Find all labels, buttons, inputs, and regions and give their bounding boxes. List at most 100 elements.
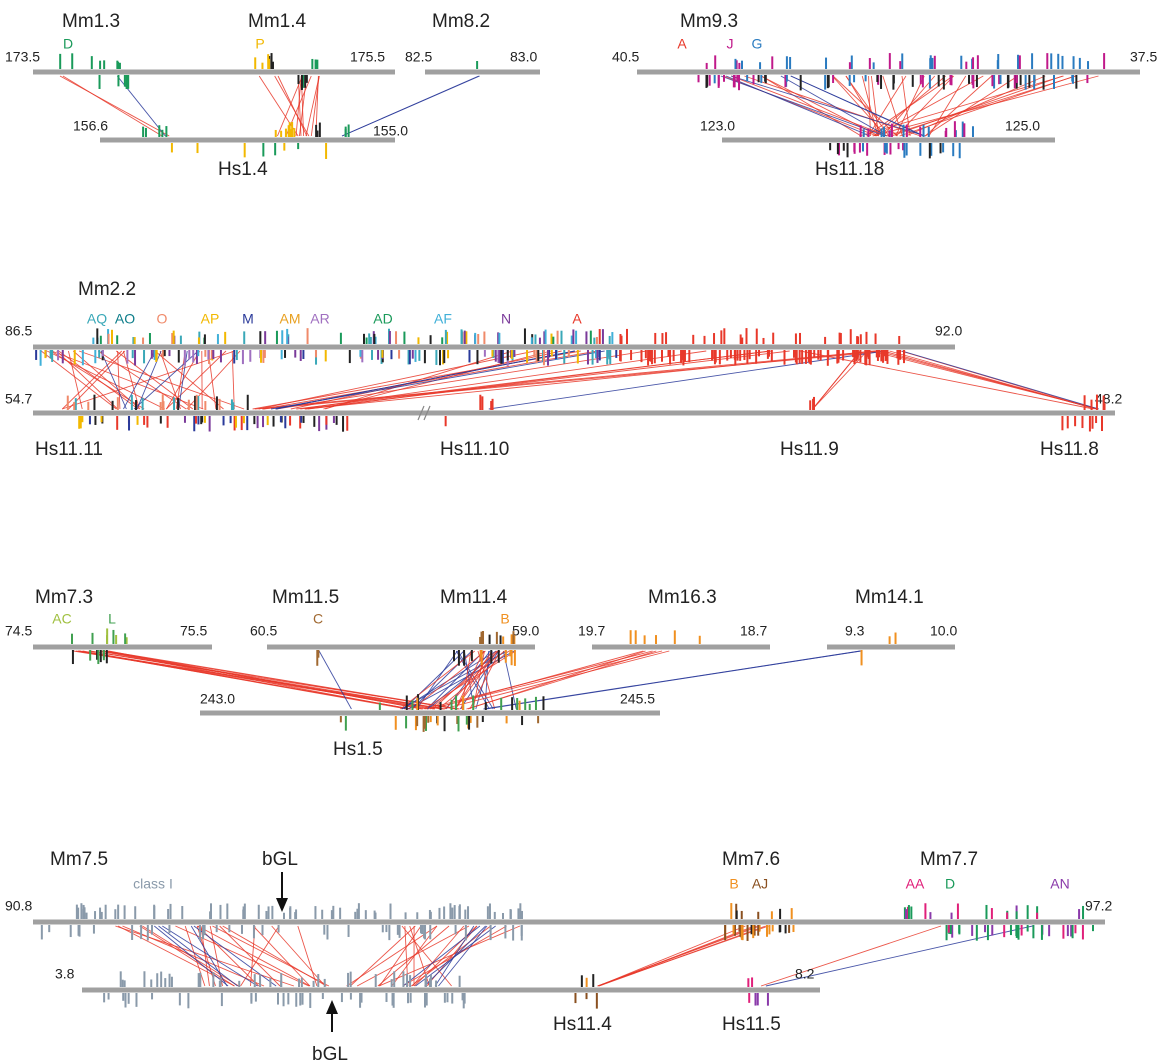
end-position: 18.7 — [740, 623, 767, 639]
ortholog-link — [193, 925, 277, 987]
ortholog-link — [423, 650, 516, 710]
region-label: Mm11.4 — [440, 587, 508, 608]
ortholog-link — [790, 75, 925, 137]
annotation-arrowhead — [326, 1000, 338, 1014]
cluster-label: AN — [1050, 876, 1069, 892]
start-position: 40.5 — [612, 49, 639, 65]
cluster-label: AA — [906, 876, 925, 892]
ortholog-link — [412, 925, 465, 987]
cluster-label: AQ — [87, 311, 107, 327]
start-position: 60.5 — [250, 623, 277, 639]
ortholog-link — [341, 75, 480, 137]
ortholog-link — [924, 75, 993, 137]
ortholog-link — [845, 75, 883, 137]
start-position: 82.5 — [405, 49, 432, 65]
cluster-label: class I — [133, 876, 173, 892]
ortholog-link — [197, 925, 311, 987]
ortholog-link — [258, 350, 535, 410]
ortholog-link — [295, 75, 302, 137]
end-position: 245.5 — [620, 691, 655, 707]
cluster-label: AO — [115, 311, 135, 327]
start-position: 243.0 — [200, 691, 235, 707]
region-label: Hs1.4 — [218, 159, 268, 180]
ortholog-link — [154, 350, 224, 410]
ortholog-link — [400, 650, 476, 710]
region-label: Hs11.4 — [553, 1014, 612, 1035]
ortholog-link — [901, 350, 1099, 410]
gene-annotation: bGL — [312, 1044, 348, 1064]
ortholog-link — [115, 925, 295, 987]
region-label: Mm1.4 — [248, 11, 307, 32]
ortholog-link — [300, 350, 707, 410]
cluster-label: D — [945, 876, 955, 892]
ortholog-link — [407, 650, 515, 710]
cluster-label: A — [572, 311, 582, 327]
cluster-label: O — [157, 311, 168, 327]
start-position: 123.0 — [700, 118, 735, 134]
ortholog-link — [318, 650, 352, 710]
end-position: 75.5 — [180, 623, 207, 639]
ortholog-link — [438, 925, 488, 987]
ortholog-link — [40, 350, 117, 410]
ortholog-link — [68, 350, 126, 410]
cluster-label: P — [255, 36, 264, 52]
ortholog-link — [158, 925, 238, 987]
cluster-label: N — [501, 311, 511, 327]
cluster-label: AF — [434, 311, 452, 327]
ortholog-link — [103, 650, 424, 710]
panel: 173.5 175.5 Mm1.3 Mm1.4 D P 82.5 83.0 Mm8.2 40.5 3… — [5, 11, 1157, 180]
region-label: Hs1.5 — [333, 739, 383, 760]
start-position: 156.6 — [73, 118, 108, 134]
cluster-label: AC — [52, 611, 71, 627]
ortholog-link — [485, 650, 861, 710]
ortholog-link — [178, 350, 188, 410]
cluster-label: AP — [201, 311, 220, 327]
ortholog-link — [761, 75, 862, 137]
ortholog-link — [165, 350, 227, 410]
ortholog-link — [100, 350, 127, 410]
end-position: 92.0 — [935, 323, 962, 339]
region-label: Mm1.3 — [62, 11, 120, 32]
cluster-label: AD — [373, 311, 392, 327]
ortholog-link — [305, 75, 320, 137]
cluster-label: B — [500, 611, 509, 627]
ortholog-link — [469, 650, 501, 710]
ortholog-link — [812, 350, 868, 410]
ortholog-link — [831, 75, 887, 137]
ortholog-link — [75, 650, 442, 710]
annotation-arrowhead — [276, 898, 288, 912]
start-position: 19.7 — [578, 623, 605, 639]
break-mark — [423, 405, 431, 421]
ortholog-link — [297, 75, 302, 137]
start-position: 86.5 — [5, 323, 32, 339]
ortholog-link — [219, 925, 281, 987]
region-label: Mm11.5 — [272, 587, 339, 608]
end-position: 175.5 — [350, 49, 385, 65]
region-label: Hs11.9 — [780, 439, 839, 460]
ortholog-link — [928, 75, 967, 137]
ortholog-link — [598, 925, 746, 987]
ortholog-link — [162, 925, 258, 987]
cluster-label: D — [63, 36, 73, 52]
region-label: Mm9.3 — [680, 11, 738, 32]
cluster-label: C — [313, 611, 323, 627]
ortholog-link — [58, 350, 139, 410]
cluster-label: J — [727, 36, 734, 52]
ortholog-link — [867, 75, 907, 137]
start-position: 3.8 — [55, 966, 75, 982]
end-position: 59.0 — [512, 623, 539, 639]
cluster-label: B — [729, 876, 738, 892]
ortholog-link — [231, 350, 235, 410]
ortholog-link — [305, 350, 876, 410]
ortholog-link — [401, 925, 452, 987]
region-label: Hs11.5 — [722, 1014, 781, 1035]
ortholog-link — [209, 925, 223, 987]
ortholog-link — [254, 350, 877, 410]
ortholog-link — [263, 350, 598, 410]
ortholog-link — [307, 350, 771, 410]
start-position: 54.7 — [5, 391, 32, 407]
ortholog-link — [780, 75, 887, 137]
start-position: 9.3 — [845, 623, 865, 639]
ortholog-link — [62, 350, 123, 410]
